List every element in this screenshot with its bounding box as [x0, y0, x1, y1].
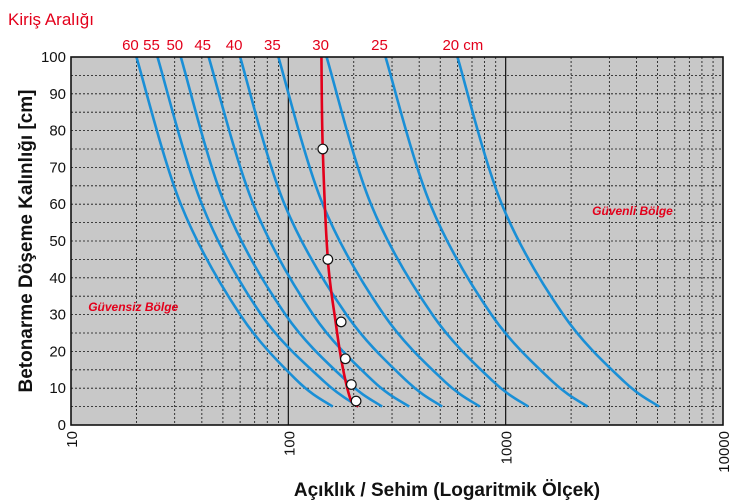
top-label: 45 [194, 37, 211, 54]
x-tick-label: 1000 [499, 431, 516, 464]
y-tick-label: 50 [49, 233, 66, 250]
y-tick-label: 60 [49, 196, 66, 213]
optimum-point [345, 379, 357, 390]
y-tick-label: 10 [49, 380, 66, 397]
top-label: 25 [371, 37, 388, 54]
optimum-point [350, 395, 362, 407]
optimum-point [335, 316, 347, 328]
optimum-point [339, 353, 351, 365]
curve-8 [456, 56, 660, 408]
top-label: 60 [122, 37, 139, 54]
y-tick-label: 90 [49, 86, 66, 103]
top-label: 50 [166, 37, 183, 54]
top-label: 30 [312, 37, 329, 54]
y-tick-label: 100 [41, 49, 66, 66]
y-axis-title: Betonarme Döşeme Kalınlığı [cm] [16, 89, 37, 392]
curve-1 [156, 56, 360, 408]
x-tick-label: 10 [64, 431, 81, 448]
region-label: Güvenli Bölge [592, 204, 673, 218]
x-axis-title: Açıklık / Sehim (Logaritmik Ölçek) [294, 480, 600, 501]
grid [71, 57, 723, 425]
curve-7 [384, 56, 589, 408]
top-label: 55 [143, 37, 160, 54]
y-tick-label: 80 [49, 123, 66, 140]
top-label: 35 [264, 37, 281, 54]
chart-title: Kiriş Aralığı [8, 10, 94, 29]
y-tick-label: 40 [49, 270, 66, 287]
optimum-line-group [317, 56, 362, 408]
y-tick-label: 0 [58, 417, 66, 434]
plot-border [70, 56, 724, 426]
optimum-point [317, 143, 329, 155]
curve-3 [207, 56, 410, 408]
curve-0 [135, 56, 334, 408]
top-label: 40 [226, 37, 243, 54]
region-label: Güvensiz Bölge [88, 300, 178, 314]
y-tick-label: 20 [49, 343, 66, 360]
curve-4 [238, 56, 443, 408]
y-tick-label: 70 [49, 159, 66, 176]
curve-5 [277, 56, 481, 408]
top-label: 20 cm [442, 37, 483, 54]
x-tick-label: 10000 [716, 431, 733, 473]
y-tick-label: 30 [49, 307, 66, 324]
optimum-point [322, 253, 334, 265]
x-tick-label: 100 [281, 431, 298, 456]
curve-6 [325, 56, 529, 408]
plot-frame [70, 56, 724, 426]
